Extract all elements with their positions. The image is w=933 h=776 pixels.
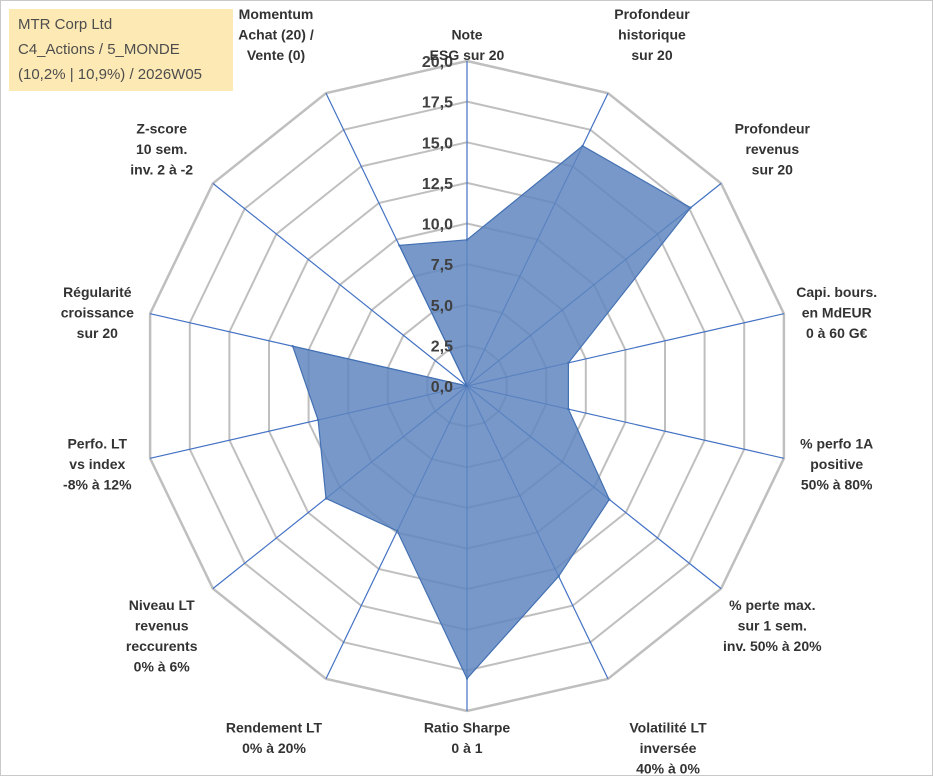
data-point-1 [581, 144, 584, 148]
category-label-13: Vente (0) [247, 47, 305, 63]
category-label-9: 0% à 6% [134, 659, 191, 675]
data-point-6 [557, 575, 560, 578]
category-label-13: Momentum [239, 6, 314, 22]
category-label-8: Rendement LT [226, 720, 323, 736]
category-label-9: revenus [135, 618, 189, 634]
data-point-0 [465, 238, 469, 241]
category-label-11: croissance [61, 304, 134, 320]
category-label-2: Profondeur [735, 120, 811, 136]
category-label-2: revenus [745, 141, 799, 157]
data-point-12 [465, 384, 469, 388]
data-point-2 [689, 206, 692, 209]
category-label-4: % perfo 1A [800, 436, 873, 452]
data-point-3 [567, 361, 570, 365]
category-label-7: 0 à 1 [451, 740, 482, 756]
info-box: MTR Corp Ltd C4_Actions / 5_MONDE (10,2%… [9, 9, 233, 91]
tick-label: 15,0 [422, 135, 453, 152]
category-label-9: reccurents [126, 638, 198, 654]
tick-label: 12,5 [422, 176, 453, 193]
category-label-6: 40% à 0% [636, 761, 700, 776]
category-label-7: Ratio Sharpe [424, 720, 511, 736]
category-label-13: Achat (20) / [238, 27, 314, 43]
category-label-5: inv. 50% à 20% [723, 638, 822, 654]
category-label-10: vs index [69, 456, 125, 472]
data-point-8 [396, 529, 399, 533]
tick-label: 20,0 [422, 54, 453, 71]
data-point-4 [567, 407, 570, 411]
classification: C4_Actions / 5_MONDE [18, 41, 180, 58]
category-label-11: sur 20 [77, 325, 118, 341]
category-label-12: Z-score [136, 120, 187, 136]
category-label-12: 10 sem. [136, 141, 187, 157]
category-label-4: positive [810, 456, 863, 472]
category-label-12: inv. 2 à -2 [130, 161, 193, 177]
category-label-5: sur 1 sem. [738, 618, 807, 634]
data-point-5 [608, 498, 611, 501]
category-label-10: -8% à 12% [63, 477, 132, 493]
tick-label: 2,5 [431, 338, 453, 355]
tick-label: 10,0 [422, 217, 453, 234]
radar-series [291, 144, 692, 680]
data-point-9 [324, 497, 328, 500]
tick-label: 7,5 [431, 257, 453, 274]
tick-label: 17,5 [422, 95, 453, 112]
tick-label: 5,0 [431, 298, 453, 315]
radial-tick-labels: 0,0 2,5 5,0 7,5 10,0 12,5 15,0 17,5 20,0 [422, 54, 453, 396]
category-label-6: inversée [640, 740, 697, 756]
spoke-12 [212, 182, 468, 387]
data-point-7 [465, 677, 469, 680]
category-label-3: Capi. bours. [796, 284, 877, 300]
company-name: MTR Corp Ltd [18, 16, 113, 33]
category-label-1: historique [618, 27, 686, 43]
performance-week: (10,2% | 10,9%) / 2026W05 [18, 66, 202, 83]
category-label-8: 0% à 20% [242, 740, 306, 756]
category-label-10: Perfo. LT [67, 436, 127, 452]
data-point-11 [291, 345, 294, 348]
category-label-4: 50% à 80% [801, 477, 873, 493]
data-point-13 [398, 244, 401, 247]
data-point-10 [316, 418, 320, 422]
tick-label: 0,0 [431, 379, 453, 396]
category-label-1: sur 20 [631, 47, 672, 63]
category-labels: Note ESG sur 20 Profondeur historique sur 20… [61, 6, 877, 776]
category-label-5: % perte max. [729, 597, 815, 613]
category-label-9: Niveau LT [129, 597, 195, 613]
category-label-0: ESG sur 20 [430, 47, 505, 63]
category-label-3: 0 à 60 G€ [806, 325, 868, 341]
category-label-0: Note [451, 27, 482, 43]
category-label-6: Volatilité LT [629, 720, 707, 736]
category-label-3: en MdEUR [802, 304, 872, 320]
category-label-11: Régularité [63, 284, 132, 300]
category-label-2: sur 20 [752, 161, 793, 177]
category-label-1: Profondeur [614, 6, 690, 22]
